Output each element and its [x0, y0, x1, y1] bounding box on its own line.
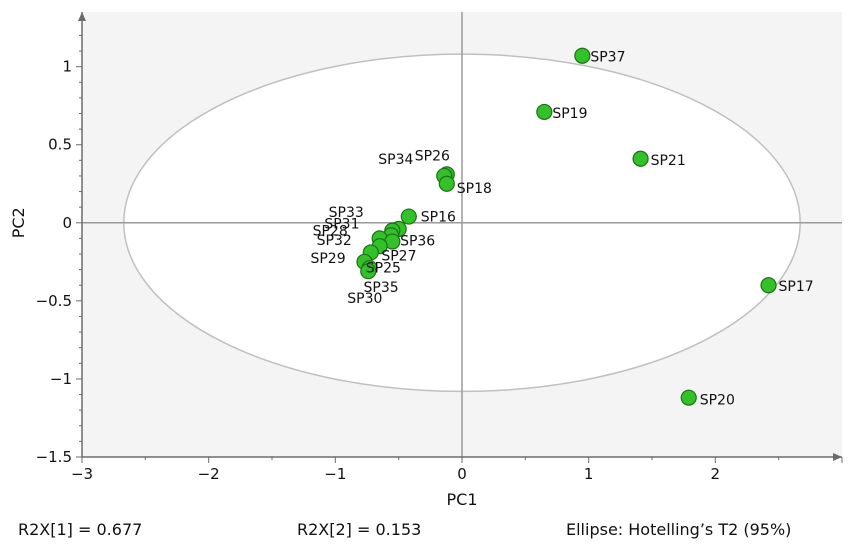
point-label-sp36: SP36: [400, 233, 435, 249]
point-sp20: [680, 389, 697, 406]
point-label-sp18: SP18: [457, 181, 492, 197]
x-tick-label: −3: [71, 465, 93, 483]
point-label-sp34: SP34: [378, 152, 413, 168]
pca-score-plot: −3 −2 −1 0 1 2 −1.5 −1 −0.5 0 0.5 1 SP37 SP19 SP21 SP2…: [9, 12, 843, 509]
point-label-sp33: SP33: [329, 205, 364, 221]
point-label-sp21: SP21: [651, 153, 686, 169]
point-sp19: [536, 103, 553, 121]
point-label-sp16: SP16: [421, 210, 456, 226]
point-label-sp19: SP19: [552, 106, 587, 122]
x-axis-arrow: [833, 453, 842, 461]
y-axis-title: PC2: [9, 207, 28, 238]
ellipse-note: Ellipse: Hotelling’s T2 (95%): [566, 520, 792, 539]
point-label-sp28: SP28: [313, 223, 348, 239]
point-label-sp35: SP35: [364, 280, 399, 296]
x-tick-label: −2: [198, 465, 220, 483]
point-label-sp37: SP37: [590, 50, 625, 66]
point-label-sp25: SP25: [366, 260, 401, 276]
point-sp17: [760, 277, 777, 294]
y-axis-arrow: [78, 12, 86, 21]
point-label-sp32: SP32: [317, 233, 352, 249]
y-tick-label: 0.5: [48, 136, 72, 154]
x-tick-label: 1: [584, 465, 594, 483]
y-tick-label: −0.5: [36, 292, 72, 310]
point-label-sp27: SP27: [381, 249, 416, 265]
r2x2-label: R2X[2] = 0.153: [297, 520, 422, 539]
x-tick-label: −1: [324, 465, 346, 483]
zero-lines: [82, 12, 842, 457]
point-label-sp30: SP30: [347, 291, 382, 307]
x-axis-title: PC1: [447, 490, 478, 509]
y-tick-label: −1: [50, 370, 72, 388]
y-tick-label: 1: [62, 58, 72, 76]
point-label-sp29: SP29: [310, 251, 345, 267]
point-label-sp31: SP31: [324, 217, 359, 233]
point-sp37: [574, 47, 591, 64]
point-sp16: [400, 208, 417, 225]
y-tick-label: −1.5: [36, 448, 72, 466]
x-tick-label: 2: [711, 465, 721, 483]
x-tick-label: 0: [457, 465, 467, 483]
point-sp18: [438, 175, 455, 192]
point-sp21: [632, 150, 649, 167]
point-label-sp17: SP17: [779, 279, 814, 295]
point-label-sp26: SP26: [415, 148, 450, 164]
point-label-sp20: SP20: [700, 393, 735, 409]
data-points: [356, 47, 777, 406]
y-tick-label: 0: [62, 214, 72, 232]
r2x1-label: R2X[1] = 0.677: [18, 520, 143, 539]
ticks: −3 −2 −1 0 1 2 −1.5 −1 −0.5 0 0.5 1: [36, 19, 843, 483]
point-sp30: [360, 263, 377, 280]
